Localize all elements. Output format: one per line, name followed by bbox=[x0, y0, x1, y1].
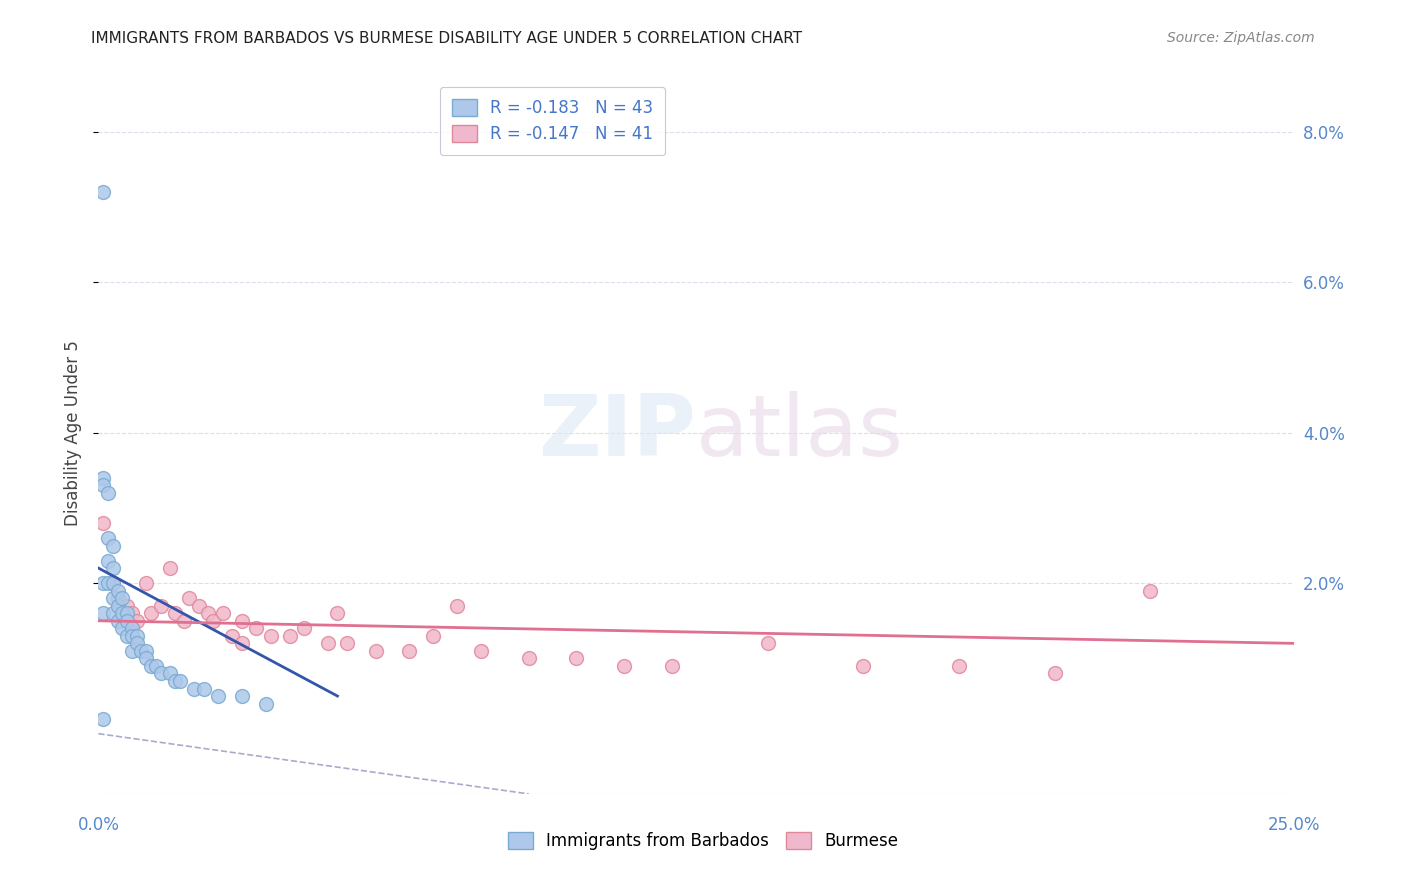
Y-axis label: Disability Age Under 5: Disability Age Under 5 bbox=[65, 340, 83, 525]
Burmese bbox=[107, 591, 129, 606]
Burmese bbox=[316, 636, 339, 650]
Immigrants from Barbados bbox=[131, 644, 153, 658]
Immigrants from Barbados bbox=[107, 614, 129, 628]
Immigrants from Barbados bbox=[193, 681, 215, 696]
Immigrants from Barbados bbox=[111, 621, 134, 635]
Legend: R = -0.183   N = 43, R = -0.147   N = 41: R = -0.183 N = 43, R = -0.147 N = 41 bbox=[440, 87, 665, 155]
Text: ZIP: ZIP bbox=[538, 391, 696, 475]
Immigrants from Barbados bbox=[111, 591, 134, 606]
Text: IMMIGRANTS FROM BARBADOS VS BURMESE DISABILITY AGE UNDER 5 CORRELATION CHART: IMMIGRANTS FROM BARBADOS VS BURMESE DISA… bbox=[91, 31, 803, 46]
Burmese bbox=[115, 599, 138, 613]
Immigrants from Barbados bbox=[135, 644, 157, 658]
Immigrants from Barbados bbox=[91, 478, 114, 492]
Burmese bbox=[231, 636, 253, 650]
Burmese bbox=[159, 561, 181, 575]
Immigrants from Barbados bbox=[121, 644, 143, 658]
Text: Source: ZipAtlas.com: Source: ZipAtlas.com bbox=[1167, 31, 1315, 45]
Immigrants from Barbados bbox=[169, 673, 191, 688]
Burmese bbox=[211, 607, 233, 621]
Burmese bbox=[336, 636, 359, 650]
Burmese bbox=[135, 576, 157, 591]
Text: 25.0%: 25.0% bbox=[1267, 816, 1320, 834]
Burmese bbox=[517, 651, 540, 665]
Immigrants from Barbados bbox=[183, 681, 205, 696]
Burmese bbox=[852, 659, 875, 673]
Burmese bbox=[364, 644, 387, 658]
Immigrants from Barbados bbox=[97, 553, 120, 567]
Immigrants from Barbados bbox=[101, 539, 124, 553]
Burmese bbox=[221, 629, 243, 643]
Immigrants from Barbados bbox=[115, 607, 138, 621]
Immigrants from Barbados bbox=[115, 614, 138, 628]
Immigrants from Barbados bbox=[97, 531, 120, 545]
Burmese bbox=[756, 636, 779, 650]
Immigrants from Barbados bbox=[135, 651, 157, 665]
Burmese bbox=[197, 607, 219, 621]
Burmese bbox=[565, 651, 588, 665]
Immigrants from Barbados bbox=[149, 666, 172, 681]
Immigrants from Barbados bbox=[121, 629, 143, 643]
Burmese bbox=[278, 629, 301, 643]
Immigrants from Barbados bbox=[207, 689, 229, 703]
Immigrants from Barbados bbox=[107, 599, 129, 613]
Burmese bbox=[259, 629, 281, 643]
Text: 0.0%: 0.0% bbox=[77, 816, 120, 834]
Immigrants from Barbados bbox=[101, 561, 124, 575]
Text: atlas: atlas bbox=[696, 391, 904, 475]
Burmese bbox=[187, 599, 209, 613]
Burmese bbox=[163, 607, 186, 621]
Immigrants from Barbados bbox=[231, 689, 253, 703]
Burmese bbox=[446, 599, 468, 613]
Immigrants from Barbados bbox=[121, 621, 143, 635]
Burmese bbox=[91, 516, 114, 530]
Legend: Immigrants from Barbados, Burmese: Immigrants from Barbados, Burmese bbox=[501, 825, 905, 857]
Immigrants from Barbados bbox=[145, 659, 167, 673]
Immigrants from Barbados bbox=[101, 607, 124, 621]
Immigrants from Barbados bbox=[254, 697, 277, 711]
Immigrants from Barbados bbox=[125, 629, 148, 643]
Immigrants from Barbados bbox=[91, 185, 114, 199]
Burmese bbox=[326, 607, 349, 621]
Immigrants from Barbados bbox=[107, 583, 129, 598]
Immigrants from Barbados bbox=[91, 576, 114, 591]
Burmese bbox=[101, 576, 124, 591]
Immigrants from Barbados bbox=[101, 576, 124, 591]
Burmese bbox=[613, 659, 636, 673]
Immigrants from Barbados bbox=[91, 607, 114, 621]
Burmese bbox=[139, 607, 162, 621]
Burmese bbox=[1139, 583, 1161, 598]
Burmese bbox=[245, 621, 267, 635]
Burmese bbox=[125, 614, 148, 628]
Burmese bbox=[1043, 666, 1066, 681]
Immigrants from Barbados bbox=[163, 673, 186, 688]
Burmese bbox=[470, 644, 492, 658]
Burmese bbox=[398, 644, 420, 658]
Immigrants from Barbados bbox=[111, 607, 134, 621]
Immigrants from Barbados bbox=[115, 629, 138, 643]
Immigrants from Barbados bbox=[91, 712, 114, 726]
Burmese bbox=[661, 659, 683, 673]
Burmese bbox=[292, 621, 315, 635]
Burmese bbox=[149, 599, 172, 613]
Immigrants from Barbados bbox=[97, 485, 120, 500]
Immigrants from Barbados bbox=[125, 636, 148, 650]
Immigrants from Barbados bbox=[97, 576, 120, 591]
Burmese bbox=[231, 614, 253, 628]
Burmese bbox=[422, 629, 444, 643]
Immigrants from Barbados bbox=[101, 591, 124, 606]
Burmese bbox=[173, 614, 195, 628]
Burmese bbox=[121, 607, 143, 621]
Burmese bbox=[179, 591, 201, 606]
Burmese bbox=[948, 659, 970, 673]
Immigrants from Barbados bbox=[91, 471, 114, 485]
Immigrants from Barbados bbox=[159, 666, 181, 681]
Immigrants from Barbados bbox=[139, 659, 162, 673]
Burmese bbox=[202, 614, 225, 628]
